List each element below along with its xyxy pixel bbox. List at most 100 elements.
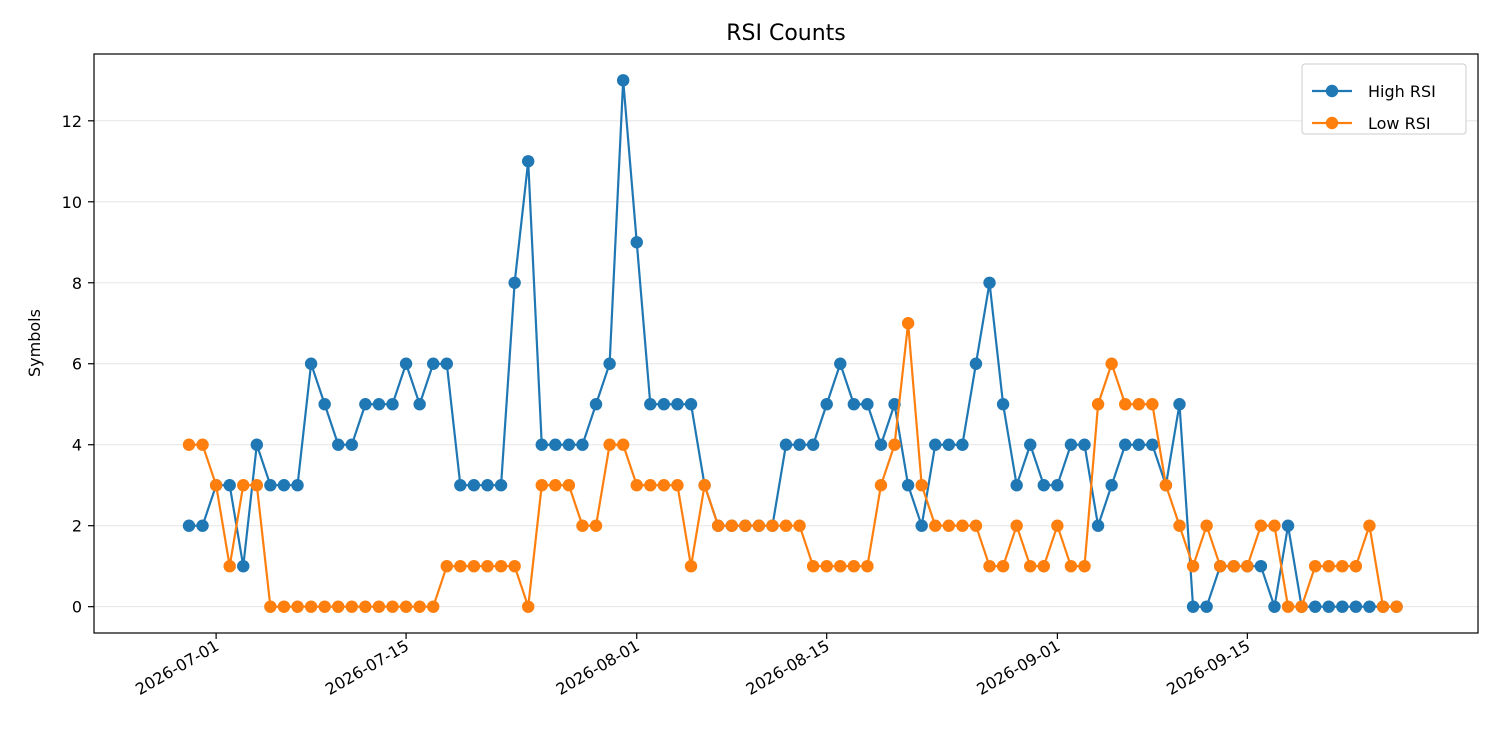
data-point-high-rsi: [983, 276, 996, 289]
data-point-high-rsi: [535, 438, 548, 451]
data-point-low-rsi: [196, 438, 209, 451]
data-point-low-rsi: [684, 559, 698, 573]
data-point-high-rsi: [399, 357, 413, 370]
data-point-high-rsi: [861, 398, 874, 411]
data-point-high-rsi: [1186, 600, 1200, 613]
data-point-low-rsi: [616, 438, 630, 451]
y-tick-label: 10: [62, 193, 82, 212]
data-point-low-rsi: [942, 519, 956, 532]
data-point-low-rsi: [1146, 398, 1159, 411]
data-point-low-rsi: [1200, 519, 1213, 532]
data-point-high-rsi: [1091, 519, 1105, 532]
data-point-low-rsi: [1091, 398, 1105, 411]
data-point-low-rsi: [1186, 559, 1200, 573]
data-point-high-rsi: [1349, 600, 1363, 613]
data-point-low-rsi: [237, 479, 250, 492]
legend: High RSI Low RSI: [1301, 63, 1467, 135]
data-point-high-rsi: [264, 479, 277, 492]
data-point-low-rsi: [956, 519, 969, 532]
data-point-low-rsi: [481, 559, 494, 573]
data-point-low-rsi: [589, 519, 603, 532]
data-point-high-rsi: [481, 479, 494, 492]
data-point-high-rsi: [196, 519, 209, 532]
y-tick-label: 6: [72, 355, 82, 374]
data-point-high-rsi: [1119, 438, 1132, 451]
data-point-high-rsi: [793, 438, 806, 451]
data-point-low-rsi: [576, 519, 589, 532]
data-point-low-rsi: [1308, 559, 1322, 573]
data-point-high-rsi: [304, 357, 318, 370]
data-point-high-rsi: [1024, 438, 1037, 451]
data-point-high-rsi: [1254, 559, 1268, 573]
data-point-high-rsi: [834, 357, 847, 370]
data-point-high-rsi: [250, 438, 264, 451]
y-tick-label: 8: [72, 274, 82, 293]
data-point-high-rsi: [562, 438, 576, 451]
data-point-high-rsi: [372, 398, 386, 411]
data-point-high-rsi: [182, 519, 196, 532]
legend-entry-high-rsi: High RSI: [1312, 82, 1436, 101]
data-point-low-rsi: [806, 559, 820, 573]
data-point-low-rsi: [494, 559, 508, 573]
data-point-high-rsi: [806, 438, 820, 451]
data-point-low-rsi: [739, 519, 752, 532]
data-point-low-rsi: [1376, 600, 1390, 613]
data-point-low-rsi: [277, 600, 291, 613]
data-point-low-rsi: [657, 479, 671, 492]
data-point-low-rsi: [1281, 600, 1295, 613]
data-point-low-rsi: [250, 479, 264, 492]
data-point-low-rsi: [1349, 559, 1363, 573]
data-point-low-rsi: [725, 519, 738, 532]
data-point-high-rsi: [684, 398, 698, 411]
data-point-high-rsi: [1363, 600, 1376, 613]
data-point-low-rsi: [454, 559, 467, 573]
data-point-low-rsi: [1295, 600, 1308, 613]
data-point-low-rsi: [644, 479, 657, 492]
data-point-high-rsi: [1010, 479, 1023, 492]
data-point-low-rsi: [793, 519, 806, 532]
data-point-high-rsi: [223, 479, 236, 492]
data-point-high-rsi: [671, 398, 684, 411]
data-point-low-rsi: [467, 559, 481, 573]
y-tick-label: 2: [72, 517, 82, 536]
data-point-high-rsi: [576, 438, 589, 451]
data-point-high-rsi: [1200, 600, 1213, 613]
data-point-high-rsi: [929, 438, 942, 451]
data-point-low-rsi: [1254, 519, 1268, 532]
data-point-high-rsi: [915, 519, 928, 532]
data-point-low-rsi: [603, 438, 616, 451]
data-point-high-rsi: [616, 74, 630, 87]
data-point-high-rsi: [1132, 438, 1145, 451]
data-point-low-rsi: [888, 438, 901, 451]
data-point-high-rsi: [1281, 519, 1295, 532]
data-point-low-rsi: [1064, 559, 1078, 573]
legend-box: [1301, 63, 1467, 135]
data-point-low-rsi: [1173, 519, 1186, 532]
data-point-low-rsi: [1241, 559, 1254, 573]
data-point-low-rsi: [549, 479, 562, 492]
data-point-low-rsi: [223, 559, 236, 573]
data-point-high-rsi: [1078, 438, 1091, 451]
data-point-low-rsi: [1037, 559, 1051, 573]
data-point-low-rsi: [1010, 519, 1023, 532]
data-point-high-rsi: [454, 479, 467, 492]
data-point-low-rsi: [359, 600, 372, 613]
data-point-high-rsi: [1105, 479, 1118, 492]
data-point-low-rsi: [372, 600, 386, 613]
data-point-high-rsi: [1308, 600, 1322, 613]
y-axis-label: Symbols: [25, 309, 44, 377]
data-point-high-rsi: [345, 438, 358, 451]
data-point-low-rsi: [1214, 559, 1227, 573]
data-point-low-rsi: [1051, 519, 1064, 532]
data-point-high-rsi: [644, 398, 657, 411]
data-point-low-rsi: [861, 559, 874, 573]
data-point-low-rsi: [901, 317, 915, 330]
data-point-low-rsi: [1078, 559, 1091, 573]
y-axis: 0 2 4 6 8 10 12: [62, 112, 94, 617]
data-point-high-rsi: [1322, 600, 1335, 613]
data-point-high-rsi: [1051, 479, 1064, 492]
data-point-low-rsi: [304, 600, 318, 613]
data-point-high-rsi: [318, 398, 331, 411]
data-point-low-rsi: [399, 600, 413, 613]
